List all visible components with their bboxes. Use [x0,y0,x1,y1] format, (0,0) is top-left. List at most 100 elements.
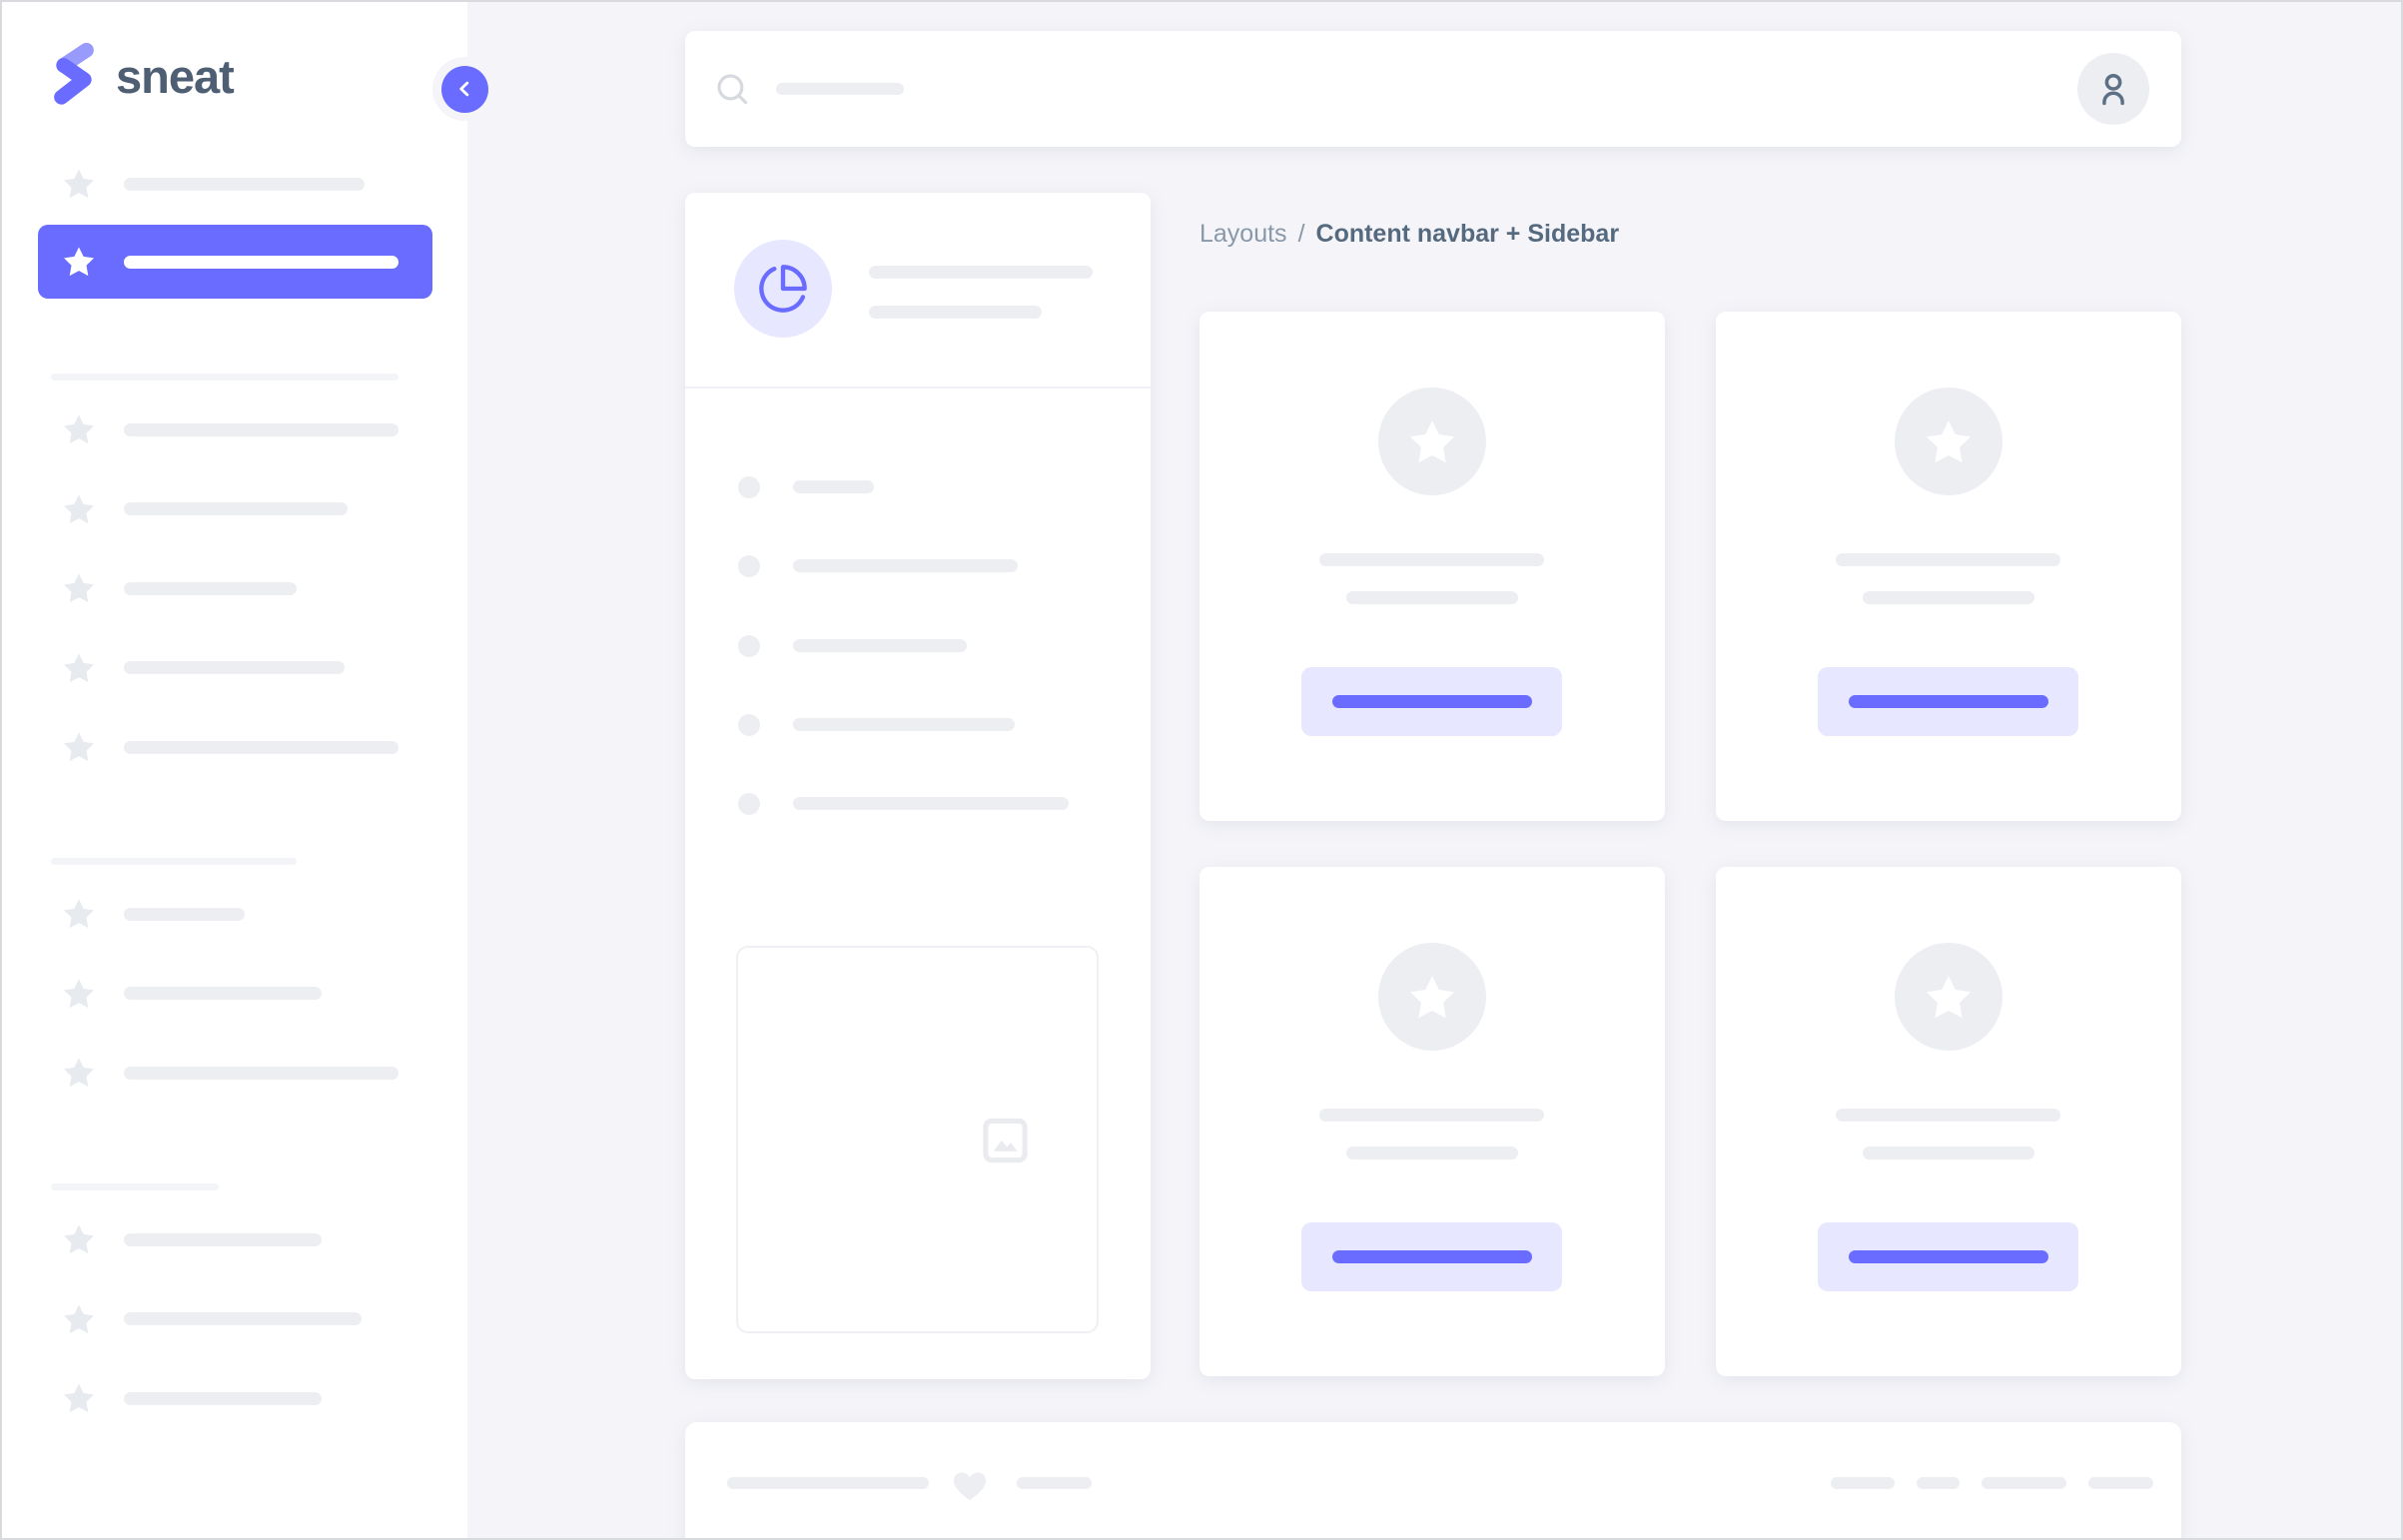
star-icon [1921,415,1977,468]
bottom-label-skeleton [1017,1477,1092,1489]
profile-subtitle-skeleton [869,306,1042,319]
grid-card-text-skeleton [1319,553,1544,566]
star-icon [1404,415,1460,468]
search-placeholder-skeleton [776,83,904,95]
grid-card-avatar [1895,943,2002,1051]
sidebar-item-label-skeleton [124,422,399,436]
list-item-bullet [738,476,760,498]
star-icon [60,896,98,932]
star-icon [60,1301,98,1337]
star-icon [60,650,98,686]
sidebar-section-header-skeleton [51,374,399,381]
brand-name: sneat [116,50,235,103]
sidebar-item[interactable] [38,472,432,546]
bottom-card [685,1422,2181,1538]
sidebar-item-label-skeleton [124,581,297,595]
sidebar-item-label-skeleton [124,1391,322,1405]
image-placeholder-box [736,946,1099,1333]
sidebar-section-header-skeleton [51,1183,219,1190]
sidebar-item[interactable] [38,1202,432,1276]
list-item-bullet [738,634,760,657]
sidebar-item[interactable] [38,1282,432,1356]
grid-card-button[interactable] [1301,667,1562,736]
star-icon [60,411,98,447]
sidebar-item[interactable] [38,631,432,705]
navbar-search[interactable] [713,70,904,108]
list-item-bullet [738,713,760,736]
breadcrumb: Layouts / Content navbar + Sidebar [1200,220,1619,249]
grid-card-button[interactable] [1818,667,2078,736]
star-icon [60,1055,98,1091]
pagination-dash-skeleton [1982,1477,2066,1489]
list-item-text-skeleton [793,559,1018,573]
list-item-text-skeleton [793,797,1069,810]
search-icon [713,70,751,108]
top-navbar [685,31,2181,147]
sidebar-item[interactable] [38,147,432,221]
pagination-dash-skeleton [2088,1477,2153,1489]
grid-card-text-skeleton [1836,553,2060,566]
star-icon [60,166,98,202]
profile-avatar [734,240,832,338]
list-item-text-skeleton [793,638,967,652]
sidebar-item[interactable] [38,710,432,784]
pie-chart-icon [757,263,809,315]
grid-card [1716,312,2181,821]
star-icon [60,976,98,1012]
sneat-logo-icon [49,40,99,109]
sidebar-item[interactable] [38,877,432,951]
sidebar-item[interactable] [38,1036,432,1110]
pagination-dash-skeleton [1831,1477,1895,1489]
breadcrumb-separator: / [1297,220,1305,248]
grid-card-text-skeleton [1319,1109,1544,1122]
star-icon [60,491,98,527]
star-icon [60,1380,98,1416]
pagination-dash-skeleton [1917,1477,1960,1489]
grid-card [1200,312,1665,821]
sidebar-item-label-skeleton [124,661,345,674]
sidebar-item-label-skeleton [124,907,245,921]
sidebar-item[interactable] [38,551,432,625]
breadcrumb-parent[interactable]: Layouts [1200,220,1287,248]
grid-card-button[interactable] [1301,1222,1562,1291]
profile-title-skeleton [869,266,1093,279]
sidebar-item[interactable] [38,392,432,466]
grid-card-avatar [1378,943,1486,1051]
grid-card-button[interactable] [1818,1222,2078,1291]
list-item-bullet [738,555,760,578]
sidebar-item[interactable] [38,1361,432,1435]
grid-card [1716,867,2181,1376]
grid-card-text-skeleton [1863,1147,2034,1159]
sidebar-section-header-skeleton [51,858,297,865]
heart-icon[interactable] [948,1464,992,1506]
sidebar: sneat [2,2,496,1538]
sidebar-item-label-skeleton [124,1232,322,1246]
star-icon [60,729,98,765]
sidebar-item-active[interactable] [38,225,432,299]
star-icon [60,244,98,280]
user-avatar[interactable] [2077,53,2149,125]
list-item-bullet [738,793,760,815]
grid-card-avatar [1378,387,1486,495]
sidebar-item-label-skeleton [124,255,399,269]
sidebar-item-label-skeleton [124,502,348,515]
star-icon [60,1221,98,1257]
grid-card-text-skeleton [1863,591,2034,604]
sidebar-collapse-button[interactable] [440,65,488,113]
grid-card-button-label-skeleton [1331,1250,1532,1263]
image-icon [975,1113,1036,1168]
grid-card-text-skeleton [1346,1147,1518,1159]
profile-demo-card [685,193,1151,1379]
breadcrumb-current: Content navbar + Sidebar [1315,220,1620,248]
grid-card-avatar [1895,387,2002,495]
star-icon [60,570,98,606]
star-icon [1404,971,1460,1024]
grid-card-text-skeleton [1836,1109,2060,1122]
star-icon [1921,971,1977,1024]
bottom-title-skeleton [727,1477,929,1489]
grid-card [1200,867,1665,1376]
grid-card-button-label-skeleton [1848,695,2048,708]
sidebar-item[interactable] [38,957,432,1031]
sidebar-item-label-skeleton [124,177,365,191]
